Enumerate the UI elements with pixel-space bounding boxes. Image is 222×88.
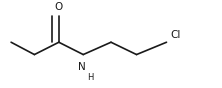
Text: H: H: [87, 73, 93, 82]
Text: N: N: [78, 62, 85, 72]
Text: O: O: [55, 2, 63, 12]
Text: Cl: Cl: [171, 30, 181, 40]
